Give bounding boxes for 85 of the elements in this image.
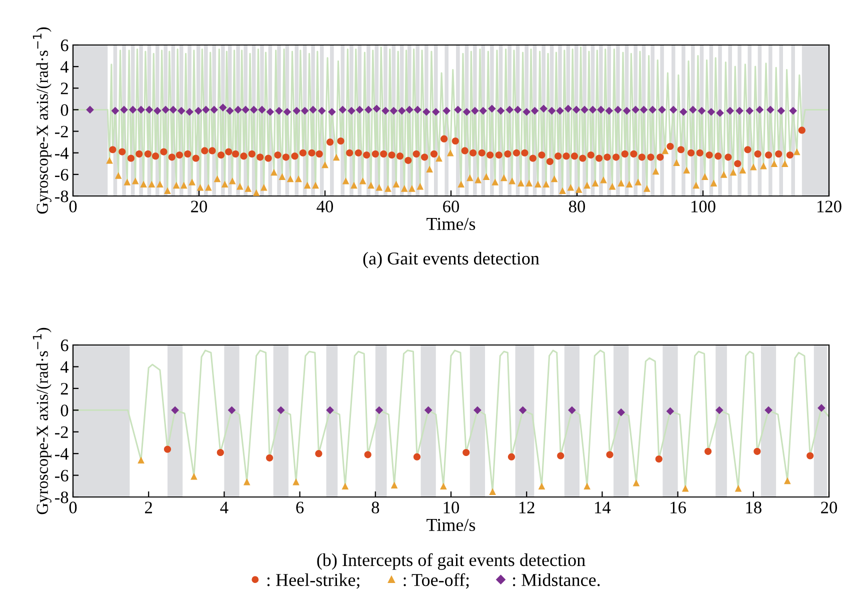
x-tick-label: 0: [69, 200, 77, 212]
point: [375, 406, 384, 414]
point: [754, 448, 761, 455]
point: [243, 478, 250, 486]
legend-label: : Toe-off;: [404, 573, 469, 589]
y-axis-title: Gyroscope-X axis/(rad·s$^{−1}$): [32, 328, 52, 514]
x-tick-label: 14: [595, 502, 611, 514]
point: [228, 406, 236, 414]
y-tick-label: -2: [55, 126, 68, 138]
y-tick-label: -2: [55, 426, 68, 438]
text: (b) Intercepts of gait events detection: [317, 553, 586, 570]
x-tick-label: 100: [692, 200, 716, 212]
point: [164, 446, 172, 453]
x-tick-label: 16: [670, 502, 686, 514]
y-tick-label: 4: [60, 61, 69, 73]
y-tick-label: 6: [60, 40, 68, 52]
x-tick-label: 0: [69, 502, 77, 514]
point: [474, 406, 482, 414]
point: [617, 408, 626, 416]
x-tick-label: 10: [444, 502, 460, 514]
x-tick-label: 80: [568, 200, 586, 212]
x-tick-label: 40: [316, 200, 334, 212]
y-tick-label: -8: [55, 190, 68, 202]
point: [784, 477, 791, 484]
y-tick-label: 4: [60, 361, 69, 373]
x-tick-label: 2: [145, 502, 152, 514]
x-tick-label: 6: [296, 502, 304, 514]
point: [216, 448, 224, 456]
point: [557, 452, 564, 460]
x-tick-label: 4: [220, 502, 228, 514]
point: [489, 488, 496, 495]
point: [584, 482, 590, 490]
x-axis-title: Time/s: [426, 218, 476, 230]
x-tick-label: 20: [191, 200, 208, 212]
y-tick-label: 0: [60, 404, 68, 416]
point: [704, 448, 712, 455]
point: [276, 406, 285, 414]
y-tick-label: 2: [60, 382, 68, 394]
point: [342, 482, 349, 490]
x-tick-label: 8: [372, 502, 380, 514]
x-tick-label: 60: [443, 200, 460, 212]
point: [806, 452, 814, 460]
y-tick-label: -6: [55, 168, 68, 181]
x-tick-label: 120: [818, 200, 842, 212]
point: [734, 484, 742, 492]
y-tick-label: -4: [55, 448, 69, 460]
point: [606, 451, 614, 458]
point: [538, 482, 546, 490]
point: [655, 455, 662, 463]
legend-label: : Heel-strike;: [267, 573, 360, 589]
y-tick-label: 2: [60, 82, 68, 94]
point: [190, 472, 198, 480]
y-axis-title: Gyroscope-X axis/(rad·s$^{−1}$): [32, 27, 52, 214]
y-tick-label: -4: [55, 147, 69, 159]
point: [413, 453, 421, 460]
x-tick-label: 18: [746, 502, 762, 514]
point: [518, 406, 527, 414]
point: [326, 406, 334, 414]
point: [462, 448, 470, 456]
point: [266, 454, 274, 462]
text: (a) Gait events detection: [363, 252, 540, 268]
point: [171, 406, 179, 414]
point: [818, 404, 826, 412]
point: [138, 456, 144, 464]
x-tick-label: 20: [821, 502, 838, 514]
point: [632, 479, 640, 486]
point: [315, 450, 322, 458]
point: [292, 478, 300, 486]
point: [764, 406, 772, 414]
y-tick-label: -6: [55, 470, 68, 482]
point: [568, 406, 576, 414]
point: [424, 406, 432, 414]
y-tick-label: -8: [55, 491, 68, 504]
legend-label: : Midstance.: [513, 573, 600, 586]
point: [715, 406, 724, 414]
x-tick-label: 12: [519, 502, 534, 514]
point: [390, 482, 398, 488]
y-tick-label: 6: [60, 340, 68, 352]
point: [440, 482, 447, 490]
point: [666, 407, 674, 416]
x-axis-title: Time/s: [426, 518, 476, 532]
point: [682, 484, 689, 492]
y-tick-label: 0: [60, 104, 68, 116]
point: [364, 451, 372, 458]
point: [508, 453, 516, 460]
